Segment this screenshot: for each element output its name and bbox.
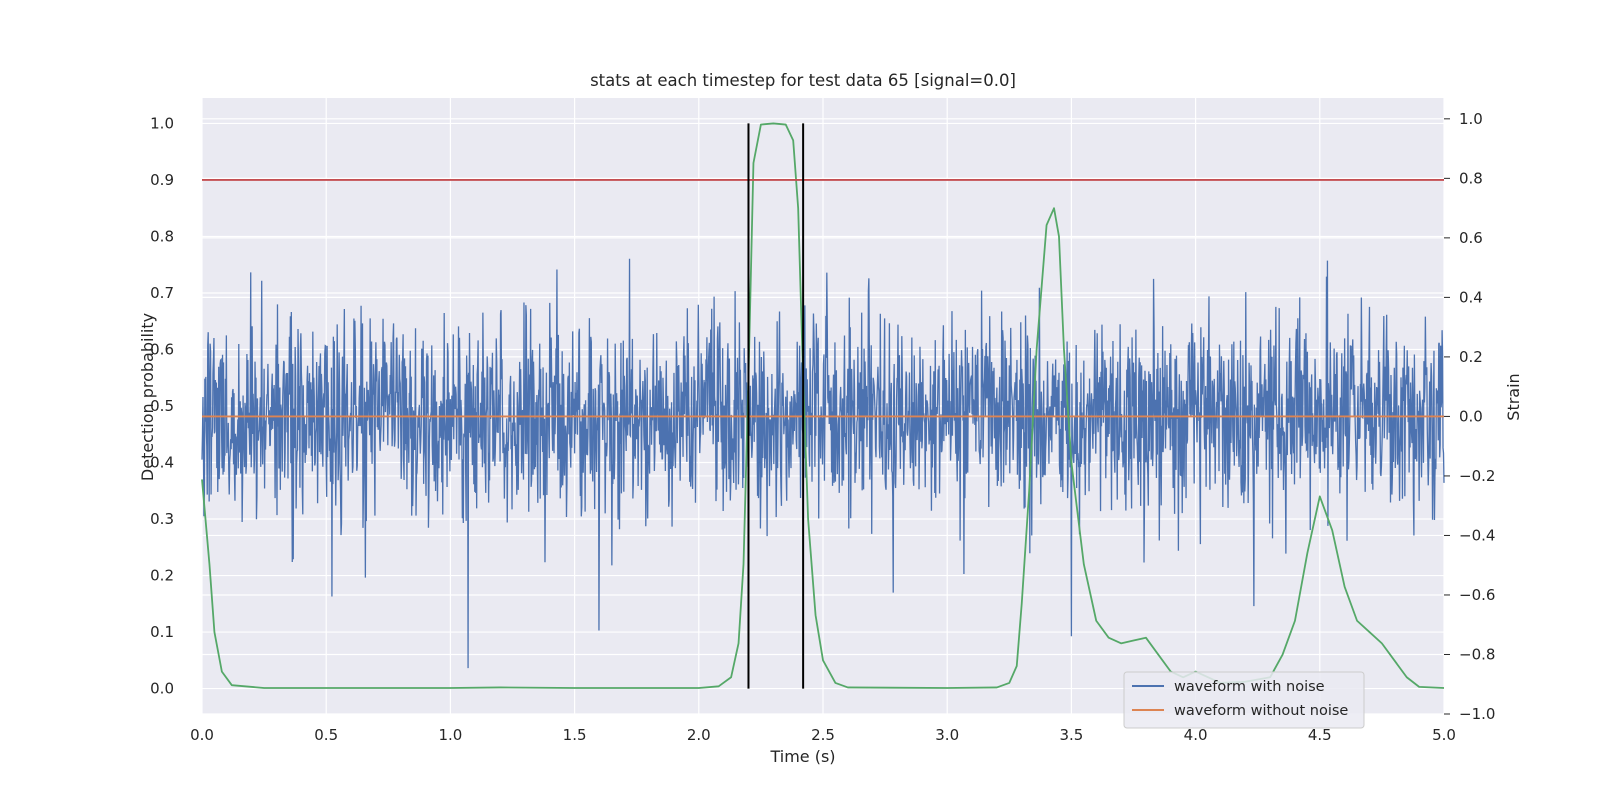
y-left-tick-label: 0.5 xyxy=(150,397,174,415)
y-left-tick-label: 1.0 xyxy=(150,114,174,132)
legend: waveform with noise waveform without noi… xyxy=(1123,671,1365,729)
y-right-tick-label: 0.8 xyxy=(1459,169,1483,187)
x-tick-label: 3.5 xyxy=(1059,726,1083,744)
x-tick-label: 0.5 xyxy=(314,726,338,744)
x-axis-label: Time (s) xyxy=(769,747,835,766)
x-tick-label: 2.5 xyxy=(811,726,835,744)
y-right-tick-label: −0.4 xyxy=(1459,526,1495,544)
x-tick-label: 1.0 xyxy=(438,726,462,744)
y-right-tick-label: −0.6 xyxy=(1459,586,1495,604)
y-right-tick-label: 0.4 xyxy=(1459,288,1483,306)
y-right-tick-label: 0.0 xyxy=(1459,407,1483,425)
x-tick-label: 1.5 xyxy=(563,726,587,744)
y-left-tick-label: 0.2 xyxy=(150,567,174,585)
legend-box xyxy=(1123,671,1365,729)
plot-area xyxy=(201,122,1445,689)
chart-title: stats at each timestep for test data 65 … xyxy=(590,71,1016,90)
tick-labels: 0.0 0.5 1.0 1.5 2.0 2.5 3.0 3.5 4.0 4.5 5.0 0.0 0.1 0… xyxy=(150,110,1495,744)
x-tick-label: 0.0 xyxy=(190,726,214,744)
y-left-tick-label: 0.7 xyxy=(150,284,174,302)
y-axis-label-right: Strain xyxy=(1504,373,1523,420)
y-right-tick-label: −0.8 xyxy=(1459,645,1495,663)
y-right-tick-label: −0.2 xyxy=(1459,467,1495,485)
y-left-tick-label: 0.3 xyxy=(150,510,174,528)
y-left-tick-label: 0.0 xyxy=(150,680,174,698)
y-right-tick-label: 1.0 xyxy=(1459,110,1483,128)
y-left-tick-label: 0.1 xyxy=(150,623,174,641)
x-tick-label: 2.0 xyxy=(687,726,711,744)
legend-label-clean: waveform without noise xyxy=(1174,703,1348,719)
y-left-tick-label: 0.4 xyxy=(150,454,174,472)
x-tick-label: 4.0 xyxy=(1184,726,1208,744)
x-tick-label: 4.5 xyxy=(1308,726,1332,744)
legend-label-noise: waveform with noise xyxy=(1174,679,1325,695)
y-left-tick-label: 0.6 xyxy=(150,340,174,358)
series-detection-probability xyxy=(201,122,1445,689)
x-tick-label: 3.0 xyxy=(935,726,959,744)
y-right-tick-label: 0.2 xyxy=(1459,348,1483,366)
series-waveform-with-noise xyxy=(201,258,1445,669)
y-right-tick-label: −1.0 xyxy=(1459,705,1495,723)
y-left-tick-label: 0.9 xyxy=(150,171,174,189)
y-left-tick-label: 0.8 xyxy=(150,227,174,245)
y-right-tick-label: 0.6 xyxy=(1459,229,1483,247)
y-axis-label-left: Detection probability xyxy=(138,313,157,481)
x-tick-label: 5.0 xyxy=(1432,726,1456,744)
